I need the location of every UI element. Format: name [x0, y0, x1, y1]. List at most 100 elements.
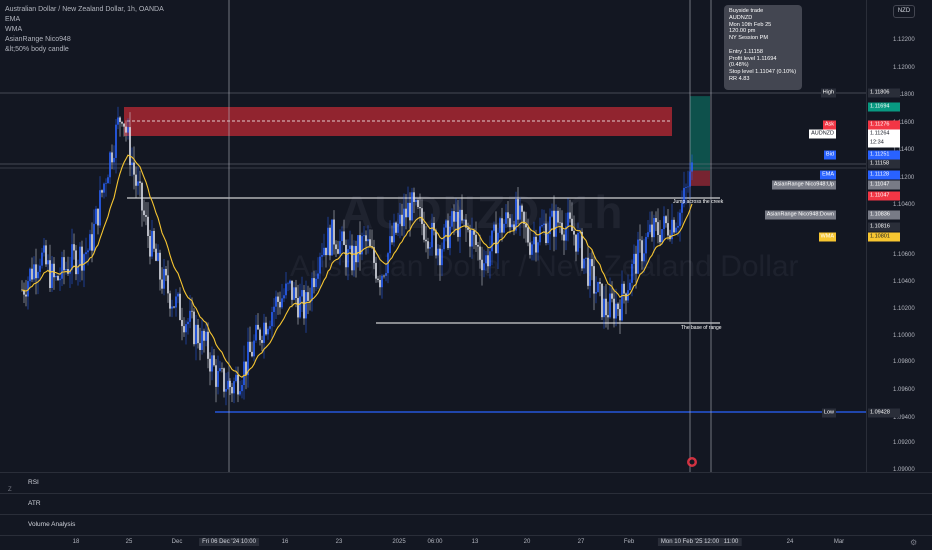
pane-volume[interactable]: Volume Analysis [0, 514, 932, 535]
price-chart[interactable] [0, 0, 866, 472]
candle-body [649, 224, 651, 233]
candle-body [153, 230, 155, 249]
time-tick: 18 [72, 539, 80, 545]
candle-body [593, 266, 595, 294]
candle-body [467, 227, 469, 230]
price-tick: 1.12000 [893, 65, 915, 71]
candle-body [537, 242, 539, 253]
candle-body [279, 301, 281, 308]
pane-rsi[interactable]: Z RSI [0, 472, 932, 493]
time-tick: 20 [523, 539, 531, 545]
candle-body [569, 212, 571, 219]
price-tick: 1.10400 [893, 202, 915, 208]
price-tag-value: 1.11264 [868, 129, 900, 139]
candle-body [93, 223, 95, 251]
price-tag-value: 1.10816 [868, 222, 900, 232]
time-axis[interactable]: 18 25 Dec 16 23 2025 06:00 13 20 27 Feb 24 Mar Fri 06… [0, 535, 932, 550]
candle-body [215, 365, 217, 387]
candle-body [417, 200, 419, 208]
candle-body [559, 222, 561, 224]
price-tick: 1.12200 [893, 37, 915, 43]
candle-body [523, 211, 525, 224]
candle-body [53, 263, 55, 278]
candle-body [425, 239, 427, 242]
candle-body [253, 340, 255, 357]
candle-body [445, 220, 447, 228]
candle-body [43, 245, 45, 253]
candle-body [301, 290, 303, 297]
candle-body [123, 123, 125, 127]
candle-body [409, 202, 411, 221]
candle-body [335, 244, 337, 250]
candle-body [541, 224, 543, 227]
trade-info-box[interactable]: Buyside trade AUDNZD Mon 10th Feb 25 120.00… [724, 5, 802, 90]
candle-body [105, 183, 107, 184]
legend-indicator-body-candle[interactable]: &lt;50% body candle [5, 46, 69, 53]
candle-body [495, 224, 497, 254]
profit-zone [690, 96, 710, 171]
candle-body [599, 282, 601, 284]
candle-body [47, 260, 49, 265]
gear-icon[interactable]: ⚙ [910, 538, 918, 547]
price-tag-value: 1.11158 [868, 159, 900, 169]
candle-body [477, 244, 479, 247]
candle-body [347, 249, 349, 268]
candle-body [107, 177, 109, 184]
candle-body [211, 355, 213, 372]
trade-info-line: Mon 10th Feb 25 [729, 21, 772, 28]
candle-body [413, 192, 415, 202]
candle-body [639, 239, 641, 241]
trade-info-line: Entry 1.11158 [729, 48, 763, 55]
candle-body [41, 252, 43, 266]
trade-info-line: NY Session PM [729, 35, 769, 42]
price-tag-value: 1.11047 [868, 180, 900, 190]
candle-body [217, 370, 219, 387]
currency-button[interactable]: NZD [893, 5, 915, 18]
candle-body [647, 232, 649, 237]
pane-collapse-icon[interactable]: Z [8, 487, 12, 493]
chart-area[interactable]: AUDNZD, 1h Australian Dollar / New Zeala… [0, 0, 866, 472]
candle-body [271, 312, 273, 327]
time-tick: 16 [281, 539, 289, 545]
candle-body [205, 331, 207, 341]
candle-body [653, 218, 655, 238]
candle-body [589, 259, 591, 286]
candle-body [691, 162, 693, 172]
candle-body [637, 239, 639, 274]
candle-body [289, 280, 291, 284]
candle-body [459, 209, 461, 237]
price-tick: 1.09600 [893, 387, 915, 393]
candle-body [463, 219, 465, 221]
time-crosshair-label: Mon 10 Feb '25 12:00 [657, 538, 723, 546]
candle-body [665, 216, 667, 224]
legend-indicator-wma[interactable]: WMA [5, 26, 23, 33]
candle-body [611, 293, 613, 299]
pane-atr[interactable]: ATR [0, 493, 932, 514]
candle-body [453, 211, 455, 222]
candle-body [383, 275, 385, 277]
candle-body [315, 278, 317, 288]
candle-body [177, 293, 179, 297]
legend-indicator-asianrange[interactable]: AsianRange Nico948 [5, 36, 71, 43]
price-tag-value: 12:34 [868, 138, 900, 148]
chart-legend: Australian Dollar / New Zealand Dollar, … [5, 5, 164, 55]
legend-symbol[interactable]: Australian Dollar / New Zealand Dollar, … [5, 6, 164, 13]
legend-indicator-ema[interactable]: EMA [5, 16, 21, 23]
candle-body [493, 224, 495, 231]
candle-body [489, 251, 491, 267]
candle-body [587, 257, 589, 286]
price-tick: 1.10600 [893, 252, 915, 258]
candle-body [679, 212, 681, 226]
candle-body [129, 127, 131, 166]
symbol-watermark: AUDNZD, 1h [340, 186, 624, 238]
candle-body [291, 280, 293, 300]
candle-body [81, 246, 83, 271]
candle-body [359, 235, 361, 255]
candle-body [483, 263, 485, 271]
candle-body [23, 289, 25, 295]
candle-body [581, 231, 583, 269]
candle-body [79, 246, 81, 267]
candle-body [65, 269, 67, 271]
candle-body [563, 234, 565, 241]
candle-body [173, 306, 175, 308]
